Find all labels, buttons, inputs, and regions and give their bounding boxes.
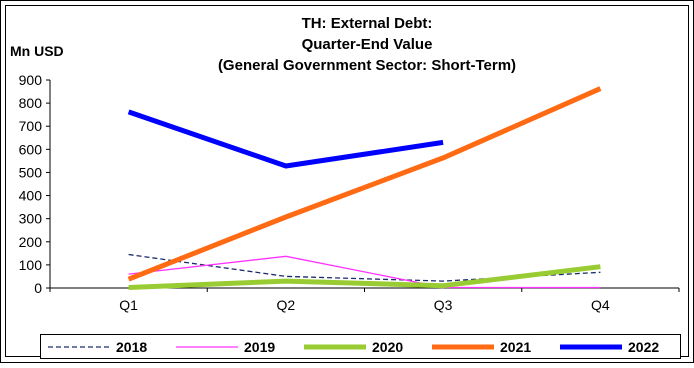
x-axis-ticks: Q1 Q2 Q3 Q4 <box>49 288 680 313</box>
y-tick-label: 0 <box>34 280 42 296</box>
series-line-2022 <box>127 109 444 169</box>
y-tick-label: 800 <box>19 95 43 111</box>
y-tick-label: 200 <box>19 234 43 250</box>
x-tick-label: Q4 <box>591 297 610 313</box>
legend-label: 2018 <box>116 339 147 355</box>
y-tick-label: 100 <box>19 257 43 273</box>
series-line-2020 <box>128 264 601 290</box>
chart-title-line-3: (General Government Sector: Short-Term) <box>218 57 516 74</box>
legend: 2018 2019 2020 2021 2022 <box>48 339 659 355</box>
series-line-2021 <box>127 86 602 282</box>
y-tick-label: 600 <box>19 141 43 157</box>
y-tick-label: 900 <box>19 72 43 88</box>
y-tick-label: 300 <box>19 211 43 227</box>
chart-title-line-1: TH: External Debt: <box>302 15 433 32</box>
series-line-2019 <box>128 255 601 289</box>
x-tick-label: Q2 <box>277 297 296 313</box>
y-axis-ticks: 0 100 200 300 400 500 600 700 800 900 <box>19 72 50 296</box>
y-tick-label: 700 <box>19 118 43 134</box>
legend-label: 2019 <box>244 339 275 355</box>
y-axis-unit-label: Mn USD <box>10 43 64 59</box>
y-tick-label: 500 <box>19 164 43 180</box>
legend-label: 2020 <box>372 339 403 355</box>
series-lines <box>127 86 602 290</box>
legend-label: 2022 <box>628 339 659 355</box>
y-tick-label: 400 <box>19 188 43 204</box>
x-tick-label: Q3 <box>434 297 453 313</box>
legend-label: 2021 <box>500 339 531 355</box>
x-tick-label: Q1 <box>119 297 138 313</box>
chart-title-line-2: Quarter-End Value <box>302 36 433 53</box>
